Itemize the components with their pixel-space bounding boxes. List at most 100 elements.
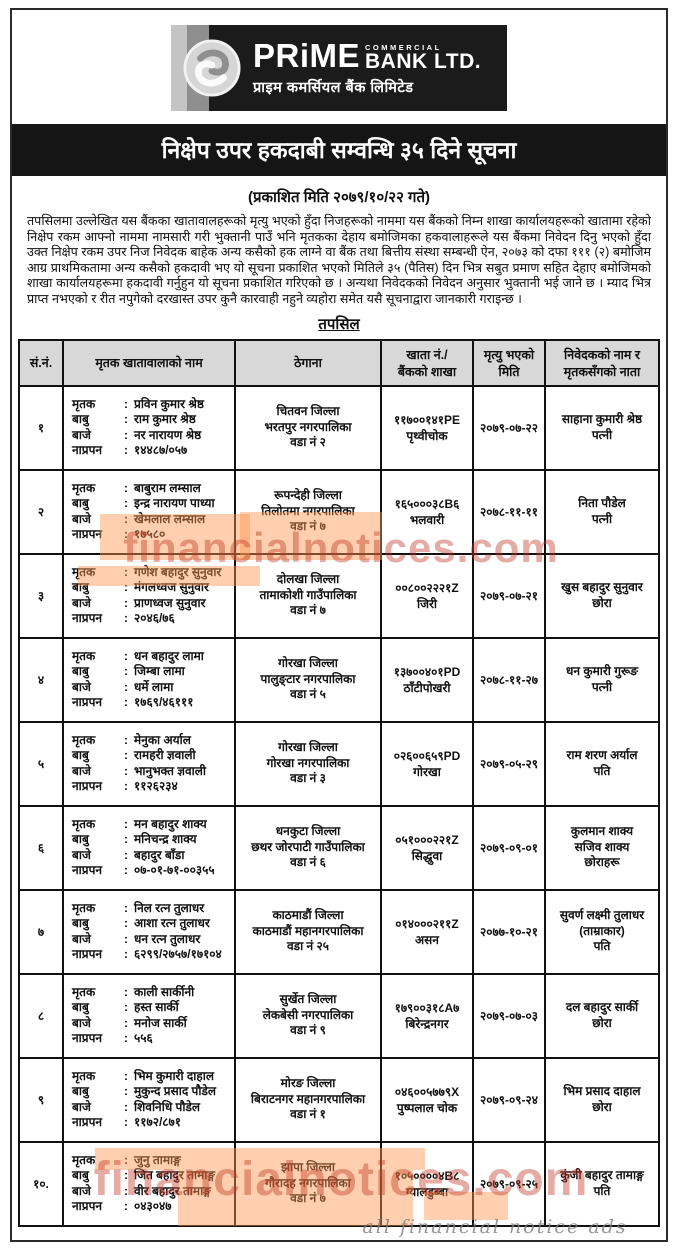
- account-cell: ०४६००५७७९X पुष्पलाल चोक: [380, 1056, 474, 1143]
- deceased-field: बाबु: आशा रत्न तुलाधर: [72, 916, 230, 932]
- field-value: मन बहादुर शाक्य: [134, 816, 207, 831]
- serial-number-cell: ७: [18, 888, 64, 975]
- table-row: १ मृतक: प्रविन कुमार श्रेष्ठ बाबु: राम कुमार…: [18, 384, 660, 471]
- field-value: धन रत्न तुलाधर: [134, 931, 201, 946]
- claimant-cell: कुंजी बहादुर तामाङ्ग पति: [544, 1140, 660, 1227]
- deceased-field: बाजे: खेमलाल लम्साल: [72, 512, 230, 528]
- field-value: बहादुर बाँडा: [134, 847, 185, 862]
- deceased-field: बाजे: धर्मे लामा: [72, 680, 230, 696]
- claimant-cell: सुवर्ण लक्ष्मी तुलाधर (ताम्राकार) पति: [544, 888, 660, 975]
- field-label: मृतक: [72, 984, 96, 999]
- column-header-line: सं.नं.: [29, 356, 53, 371]
- bank-branch: असन: [415, 932, 439, 947]
- serial-number-cell: १: [18, 384, 64, 471]
- account-number: १०५००००४B८: [394, 1168, 460, 1183]
- field-colon: :: [124, 496, 128, 511]
- field-value: मंगलध्वज सुनुवार: [134, 580, 209, 595]
- field-label: बाबु: [72, 496, 89, 511]
- column-header-line: बैंकको शाखा: [397, 364, 457, 379]
- deceased-name-cell: मृतक: बाबुराम लम्साल बाबु: इन्द्र नारायण पा…: [62, 468, 236, 555]
- field-colon: :: [124, 732, 128, 747]
- column-header: सं.नं.: [18, 338, 64, 387]
- field-value: शिवनिधि पौडेल: [134, 1099, 201, 1114]
- account-number: ०४६००५७७९X: [394, 1084, 460, 1099]
- deceased-field: नाप्रपन:०७-०१-७१-००३५५: [72, 863, 230, 879]
- table-row: २ मृतक: बाबुराम लम्साल बाबु: इन्द्र नारायण प…: [18, 468, 660, 555]
- address-line: गोरखा जिल्ला: [278, 656, 338, 671]
- deceased-field: बाजे: शिवनिधि पौडेल: [72, 1100, 230, 1116]
- address-line: गोरखा जिल्ला: [278, 740, 338, 755]
- claimant-cell: खुस बहादुर सुनुवार छोरा: [544, 552, 660, 639]
- account-cell: ०२६००६५९PD गोरखा: [380, 720, 474, 807]
- bank-branch: ठाँटीपोखरी: [403, 680, 451, 695]
- field-colon: :: [124, 611, 128, 626]
- field-label: नाप्रपन: [72, 527, 103, 542]
- deceased-name-cell: मृतक: काली सार्कीनी बाबु: हस्त सार्की बाजे: म…: [62, 972, 236, 1059]
- deceased-field: मृतक: मेनुका अर्याल: [72, 733, 230, 749]
- column-header-line: मिति: [498, 364, 520, 379]
- field-value: ६२९९/२७५७/१७१०४: [134, 947, 222, 962]
- serial-number-cell: १०.: [18, 1140, 64, 1227]
- bank-branch: पुष्पलाल चोक: [396, 1100, 458, 1115]
- field-colon: :: [124, 527, 128, 542]
- bank-branch: गोरखा: [413, 764, 441, 779]
- brand-bank-label: BANK LTD.: [365, 50, 482, 73]
- field-value: ०४३०४७: [134, 1199, 172, 1214]
- address-line: वडा नं ७: [290, 519, 326, 534]
- claimant-cell: राम शरण अर्याल पति: [544, 720, 660, 807]
- account-number: १७९००३१८A७: [394, 1000, 460, 1015]
- claims-table: सं.नं. मृतक खातावालाको नाम ठेगाना खाता नं./…: [18, 338, 660, 1227]
- claimant-line: साहाना कुमारी श्रेष्ठ: [561, 412, 643, 427]
- deceased-field: बाजे: बहादुर बाँडा: [72, 848, 230, 864]
- section-title: तपसिल: [318, 315, 360, 333]
- account-number: ११७००१४१PE: [394, 412, 460, 427]
- address-cell: काठमाडौं जिल्ला काठमाडौं महानगरपालिका वडा …: [234, 888, 382, 975]
- field-colon: :: [124, 511, 128, 526]
- deceased-field: नाप्रपन:१४४८७/०५७: [72, 443, 230, 459]
- death-date: २०७९-०९-२४: [480, 1092, 538, 1107]
- field-label: बाजे: [72, 595, 91, 610]
- column-header: ठेगाना: [234, 338, 382, 387]
- address-line: वडा नं ७: [290, 1191, 326, 1206]
- death-date: २०७८-११-११: [480, 504, 538, 519]
- death-date-cell: २०७९-०९-०१: [472, 804, 546, 891]
- serial-number: १०.: [33, 1177, 49, 1192]
- death-date: २०७९-०९-०१: [480, 840, 538, 855]
- field-value: जिम्बा लामा: [134, 664, 185, 679]
- serial-number: ५: [37, 757, 45, 772]
- deceased-field: बाजे: मनोज सार्की: [72, 1016, 230, 1032]
- field-value: प्राणध्वज सुनुवार: [134, 595, 206, 610]
- address-line: वडा नं १: [290, 1107, 326, 1122]
- logo-strip-light: [171, 25, 187, 111]
- address-line: छथर जोरपाटी गाउँपालिका: [251, 839, 365, 854]
- claimant-line: पत्नी: [591, 511, 613, 526]
- claimant-line: राम शरण अर्याल: [566, 748, 638, 763]
- field-label: नाप्रपन: [72, 779, 103, 794]
- column-header-line: मृत्यु भएको: [483, 347, 535, 362]
- account-cell: ११७००१४१PE पृथ्वीचोक: [380, 384, 474, 471]
- field-label: मृतक: [72, 564, 96, 579]
- field-colon: :: [124, 947, 128, 962]
- field-label: मृतक: [72, 648, 96, 663]
- claimant-cell: भिम प्रसाद दाहाल छोरा: [544, 1056, 660, 1143]
- account-number: ०१४०००२११Z: [395, 916, 459, 931]
- field-label: नाप्रपन: [72, 863, 103, 878]
- table-row: ५ मृतक: मेनुका अर्याल बाबु: रामहरी ज्ञवाली बा…: [18, 720, 660, 807]
- field-value: खेमलाल लम्साल: [134, 511, 206, 526]
- deceased-field: नाप्रपन:११२६२३४: [72, 779, 230, 795]
- field-value: १४४८७/०५७: [134, 443, 188, 458]
- address-cell: गोरखा जिल्ला पालुङ्टार नगरपालिका वडा नं ५: [234, 636, 382, 723]
- address-line: चितवन जिल्ला: [276, 404, 340, 419]
- field-label: बाजे: [72, 511, 91, 526]
- table-row: ४ मृतक: धन बहादुर लामा बाबु: जिम्बा लामा बाजे…: [18, 636, 660, 723]
- deceased-field: बाबु: रामहरी ज्ञवाली: [72, 748, 230, 764]
- field-label: बाबु: [72, 1000, 89, 1015]
- address-line: सुर्खेत जिल्ला: [279, 992, 337, 1007]
- field-colon: :: [124, 480, 128, 495]
- account-number: १६५०००३८B६: [394, 496, 460, 511]
- notice-title-banner: निक्षेप उपर हकदाबी सम्वन्धि ३५ दिने सूचन…: [12, 124, 666, 176]
- column-header-line: ठेगाना: [294, 356, 322, 371]
- field-label: बाबु: [72, 748, 89, 763]
- field-value: मनिचन्द्र शाक्य: [134, 832, 197, 847]
